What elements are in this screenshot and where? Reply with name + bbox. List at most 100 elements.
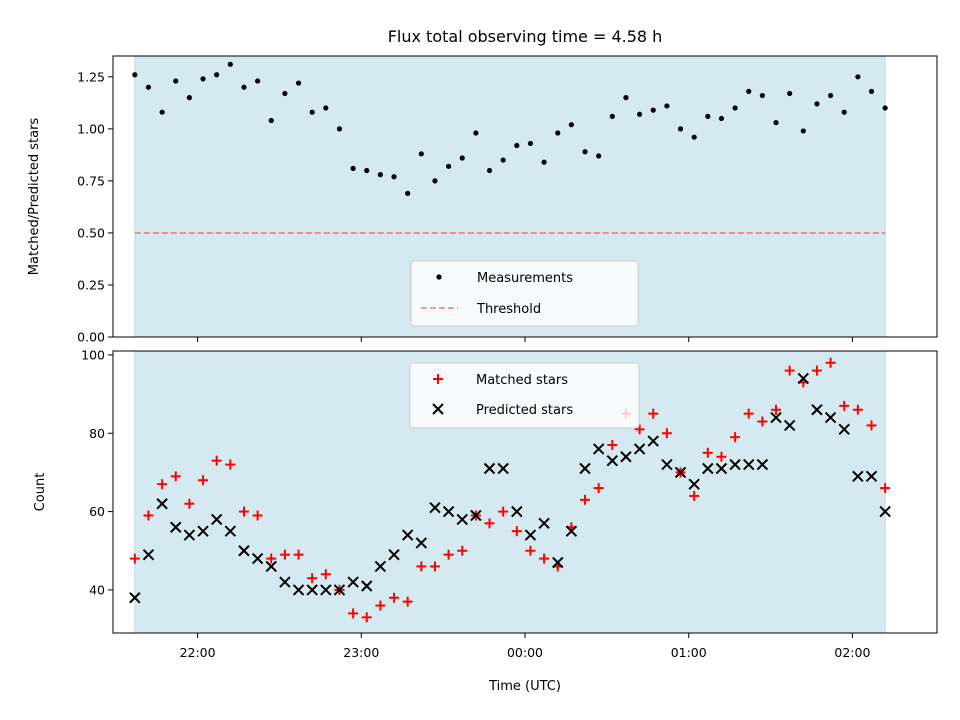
matched-star-point — [702, 447, 713, 458]
legend-predicted-stars-label: Predicted stars — [476, 403, 573, 418]
predicted-star-point — [824, 411, 837, 424]
measurement-point — [241, 84, 247, 90]
predicted-star-point — [565, 525, 578, 537]
ratio-y-tick-label: 0.25 — [77, 277, 105, 292]
matched-star-point — [730, 432, 741, 443]
measurement-point — [145, 84, 152, 90]
matched-star-point — [443, 549, 454, 560]
measurement-point — [568, 122, 574, 128]
predicted-star-point — [142, 548, 155, 561]
predicted-star-point — [688, 478, 700, 490]
measurement-point — [555, 130, 561, 136]
predicted-star-point — [279, 576, 291, 588]
measurement-point — [350, 165, 356, 171]
count-y-axis-ticks: 40 60 80 100 — [81, 347, 113, 597]
predicted-star-point — [743, 458, 755, 471]
measurement-point — [514, 142, 520, 149]
measurement-point — [459, 155, 465, 161]
predicted-star-point — [647, 435, 659, 447]
matched-star-point — [880, 483, 891, 494]
predicted-star-point — [456, 513, 468, 526]
matched-star-point — [771, 404, 782, 415]
predicted-star-point — [415, 537, 428, 549]
ratio-y-tick-label: 0.75 — [77, 173, 105, 188]
count-x-axis-label: Time (UTC) — [488, 679, 561, 694]
matched-star-point — [525, 545, 536, 556]
matched-star-point — [498, 506, 509, 517]
matched-star-point — [416, 561, 427, 572]
predicted-star-point — [552, 556, 564, 569]
measurement-point — [295, 80, 302, 86]
measurement-point — [582, 149, 588, 155]
measurement-point — [446, 163, 452, 169]
matched-star-point — [757, 416, 768, 427]
predicted-star-point — [238, 545, 250, 557]
matched-star-point — [484, 518, 495, 529]
predicted-star-point — [538, 517, 550, 530]
matched-star-point — [648, 408, 659, 419]
matched-star-point — [852, 404, 863, 415]
count-y-tick-label: 100 — [81, 347, 105, 362]
measurement-point — [268, 117, 274, 124]
predicted-star-point — [497, 462, 509, 475]
predicted-star-point — [674, 466, 687, 479]
predicted-star-point — [347, 576, 359, 588]
predicted-star-point — [429, 501, 441, 514]
matched-star-point — [389, 592, 400, 603]
measurement-point — [827, 92, 834, 99]
predicted-star-point — [661, 458, 673, 471]
measurement-point — [527, 140, 534, 147]
predicted-star-point — [470, 509, 482, 522]
measurement-point — [159, 109, 165, 115]
predicted-star-point — [156, 498, 168, 510]
matched-star-point — [593, 483, 604, 494]
predicted-star-point — [797, 372, 810, 385]
measurement-point — [609, 113, 615, 119]
measurement-point — [323, 105, 329, 111]
measurement-point — [650, 107, 656, 113]
matched-star-point — [375, 600, 386, 611]
predicted-star-point — [702, 462, 714, 475]
measurement-point — [418, 151, 424, 157]
predicted-star-point — [633, 443, 646, 455]
measurement-point — [596, 153, 602, 159]
matched-star-point — [252, 510, 263, 521]
measurement-point — [486, 167, 493, 174]
measurement-point — [227, 61, 233, 67]
matched-star-point — [266, 553, 277, 564]
measurement-point — [814, 101, 820, 107]
predicted-star-point — [838, 423, 850, 436]
measurement-point — [746, 88, 752, 94]
matched-star-point — [293, 549, 304, 560]
measurement-point — [623, 95, 629, 101]
measurement-point — [841, 109, 847, 115]
matched-star-point — [511, 526, 522, 537]
predicted-star-point — [729, 458, 741, 471]
count-x-tick-label: 02:00 — [834, 645, 870, 660]
matched-star-point — [784, 365, 795, 376]
measurement-point — [800, 128, 806, 134]
predicted-star-point — [592, 443, 605, 455]
measurement-point — [186, 95, 192, 101]
predicted-star-point — [265, 560, 277, 573]
measurement-point — [432, 178, 438, 184]
predicted-star-point — [770, 411, 782, 424]
predicted-star-point — [620, 451, 632, 463]
matched-star-point — [607, 440, 618, 450]
measurement-point — [336, 126, 343, 132]
predicted-star-point — [292, 584, 305, 596]
measurement-point — [705, 113, 711, 119]
measurement-point — [391, 174, 397, 180]
predicted-star-point — [511, 505, 523, 518]
predicted-star-point — [483, 462, 496, 475]
predicted-star-point — [170, 521, 182, 533]
predicted-star-point — [852, 470, 864, 483]
measurement-point — [855, 74, 861, 80]
count-x-tick-label: 01:00 — [671, 645, 707, 660]
count-legend: Matched stars Predicted stars — [409, 362, 640, 429]
measurement-point — [214, 72, 220, 78]
measurement-point — [541, 159, 547, 165]
matched-star-point — [225, 459, 236, 470]
matched-star-point — [129, 553, 140, 564]
ratio-y-axis-ticks: 0.00 0.25 0.50 0.75 1.00 1.25 — [77, 69, 113, 345]
